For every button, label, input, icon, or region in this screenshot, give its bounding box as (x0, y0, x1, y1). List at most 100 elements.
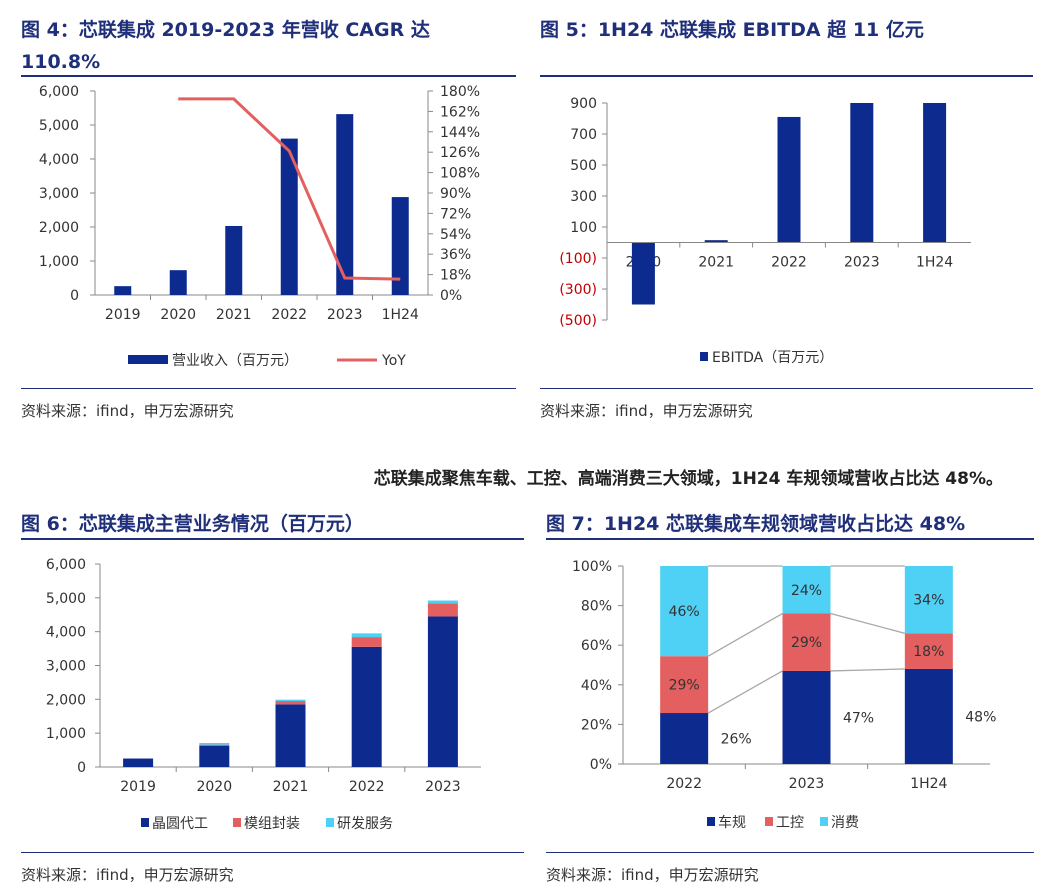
fig7-connector-line (707, 612, 783, 657)
fig6-title: 图 6：芯联集成主营业务情况（百万元） (21, 513, 364, 535)
fig7-connector-line (830, 668, 905, 672)
fig6-legend-label: 晶圆代工 (152, 816, 208, 832)
fig5-ytick-label: 700 (570, 127, 597, 143)
fig4-legend-revenue: 营业收入（百万元） (172, 353, 298, 369)
fig4-yoy-line (178, 97, 401, 281)
fig6-bar-segment (351, 646, 382, 767)
fig4-bar (114, 286, 132, 295)
fig7-title-rule (546, 538, 1034, 540)
fig4-xtick-label: 2023 (327, 307, 363, 323)
fig5-legend-ebitda: EBITDA（百万元） (712, 350, 833, 366)
fig7-legend-label: 工控 (776, 815, 804, 831)
fig5-xtick-label: 2023 (844, 255, 880, 271)
fig6-ytick-label: 0 (77, 760, 86, 776)
fig7-data-label: 48% (965, 709, 996, 725)
fig5-source: 资料来源：ifind，申万宏源研究 (540, 402, 753, 420)
fig6-ytick-label: 3,000 (46, 659, 86, 675)
fig7-data-label: 29% (791, 635, 822, 651)
fig7-legend-swatch (707, 817, 715, 826)
fig4-y2tick-label: 126% (440, 145, 480, 161)
fig7-bar-segment (660, 713, 709, 764)
fig7-legend-swatch (765, 817, 773, 826)
fig7-data-label: 46% (669, 604, 700, 620)
fig5-ytick-label: 500 (570, 158, 597, 174)
fig7-xtick-label: 2022 (666, 776, 702, 792)
fig7-xtick-label: 2023 (789, 776, 825, 792)
fig7-legend-label: 消费 (831, 815, 859, 831)
fig6-ytick-label: 6,000 (46, 557, 86, 573)
fig7-source-rule (546, 852, 1034, 853)
fig6-legend-swatch (141, 818, 149, 827)
fig4-source: 资料来源：ifind，申万宏源研究 (21, 402, 234, 420)
fig4-ytick-label: 4,000 (39, 152, 79, 168)
fig4-chart: 0 1,000 2,000 3,000 4,000 5,000 6,000 0% 18% 36% 5… (39, 84, 480, 369)
fig6-bar-segment (427, 603, 458, 617)
fig7-bar-segment (904, 633, 953, 669)
fig7-xtick-label: 1H24 (910, 776, 947, 792)
fig7-bar-segment (904, 566, 953, 634)
fig5-bar (704, 240, 728, 243)
fig4-ytick-label: 1,000 (39, 254, 79, 270)
fig6-bar-segment (123, 758, 154, 767)
fig5-ytick-label: 900 (570, 96, 597, 112)
fig6-bar-segment (199, 745, 230, 767)
fig4-source-rule (21, 388, 516, 389)
fig4-ytick-label: 2,000 (39, 220, 79, 236)
fig6-legend-swatch (326, 818, 334, 827)
fig6-xtick-label: 2021 (273, 779, 309, 795)
fig5-bar (850, 103, 874, 243)
fig5-legend-swatch (700, 352, 708, 361)
fig7-bar-segment (660, 656, 709, 714)
fig7-bar-segment (660, 566, 709, 657)
fig4-xtick-label: 2020 (160, 307, 196, 323)
fig6-bar-segment (275, 699, 306, 702)
fig5-bar (777, 116, 801, 243)
fig4-xtick-label: 2022 (271, 307, 307, 323)
fig4-ytick-label: 6,000 (39, 84, 79, 100)
fig6-xtick-label: 2020 (196, 779, 232, 795)
fig5-xtick-label: 2021 (698, 255, 734, 271)
fig6-bar-segment (275, 704, 306, 767)
fig6-bar-segment (351, 637, 382, 647)
fig5-xtick-label: 2022 (771, 255, 807, 271)
fig7-chart: 0% 20% 40% 60% 80% 100% 29% 46% 26% 2022 29% 24% 47%… (572, 559, 996, 831)
fig4-title-line1: 图 4：芯联集成 2019-2023 年营收 CAGR 达 (21, 19, 430, 41)
fig4-bar (391, 197, 409, 295)
fig4-y2tick-label: 144% (440, 125, 480, 141)
fig4-ytick-label: 0 (70, 288, 79, 304)
fig7-data-label: 24% (791, 583, 822, 599)
fig7-source: 资料来源：ifind，申万宏源研究 (546, 866, 759, 884)
fig4-ytick-label: 3,000 (39, 186, 79, 202)
fig6-xtick-label: 2019 (120, 779, 156, 795)
fig4-y2tick-label: 90% (440, 186, 471, 202)
fig5-chart: (500)(300)(100)1003005007009002020202120… (559, 96, 971, 366)
fig6-legend-label: 研发服务 (337, 816, 393, 832)
fig4-y2tick-label: 108% (440, 166, 480, 182)
fig7-ytick-label: 0% (590, 757, 612, 773)
fig7-bar-segment (782, 670, 831, 764)
fig6-xtick-label: 2022 (349, 779, 385, 795)
fig7-title: 图 7：1H24 芯联集成车规领域营收占比达 48% (546, 513, 966, 535)
fig4-legend-swatch-revenue (128, 355, 168, 364)
fig7-bar-segment (904, 668, 953, 764)
fig6-legend-label: 模组封装 (244, 816, 300, 832)
fig5-ytick-label: 300 (570, 189, 597, 205)
fig7-bar-segment (782, 613, 831, 671)
fig6-bar-segment (427, 600, 458, 604)
fig4-y2tick-label: 36% (440, 247, 471, 263)
fig6-xtick-label: 2023 (425, 779, 461, 795)
fig5-title: 图 5：1H24 芯联集成 EBITDA 超 11 亿元 (540, 19, 924, 41)
fig7-ytick-label: 40% (581, 678, 612, 694)
fig6-legend-swatch (233, 818, 241, 827)
fig4-y2tick-label: 162% (440, 104, 480, 120)
fig7-legend-label: 车规 (718, 814, 746, 831)
fig5-bar (923, 103, 947, 243)
fig4-y2tick-label: 180% (440, 84, 480, 100)
fig5-ytick-label: (300) (559, 282, 597, 298)
fig6-source-rule (21, 852, 524, 853)
fig4-title-rule (21, 75, 516, 77)
fig4-bar (280, 138, 298, 295)
fig7-connector-line (830, 612, 906, 634)
fig6-title-rule (21, 538, 524, 540)
fig7-ytick-label: 20% (581, 717, 612, 733)
